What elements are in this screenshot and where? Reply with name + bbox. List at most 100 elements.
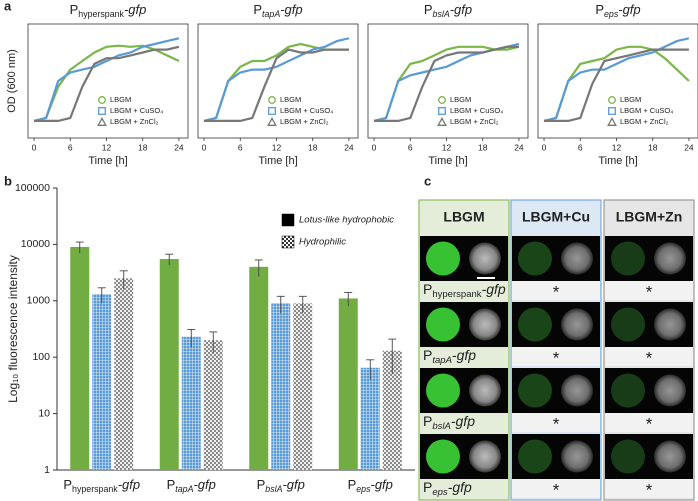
error-bar [97,287,106,304]
legend-label: LBGM [450,95,471,104]
legend-marker [608,107,616,115]
label-suffix: -gfp [118,477,140,492]
legend-marker [438,96,446,104]
x-tick-label: 12 [442,142,452,152]
label-subscript: bslA [433,9,450,19]
error-bar [298,295,307,314]
colony-gfp [426,241,460,276]
asterisk: * [553,348,560,367]
legend-swatch [281,235,295,249]
x-tick-label: 12 [612,142,622,152]
error-bar [75,241,84,254]
colony-gfp [611,439,645,474]
legend-label: Hydrophilic [299,237,346,248]
colony-bright [469,374,501,407]
asterisk: * [553,480,560,499]
x-tick-label: 6 [238,142,243,152]
x-tick-label: 18 [478,142,488,152]
legend-marker [268,96,276,104]
colony-gfp [426,373,460,408]
x-tick-label: 0 [372,142,377,152]
x-tick-label: 12 [102,142,112,152]
row-label: Phyperspank-gfp [423,281,506,300]
label-suffix: -gfp [451,413,475,429]
x-tick-label: 6 [578,142,583,152]
error-bar [276,295,285,314]
legend-label: LBGM + CuSO₄ [450,106,503,115]
label-subscript: eps [432,487,448,498]
x-tick-label: PtapA-gfp [167,477,216,494]
x-tick-label: 0 [542,142,547,152]
error-bar [209,331,218,353]
label-prefix: P [257,477,266,492]
label-prefix: P [423,479,432,495]
colony-gfp [611,373,645,408]
label-subscript: bslA [432,421,451,432]
plot-frame [367,23,529,139]
bar [293,303,313,470]
asterisk: * [553,414,560,433]
colony-bright [561,440,593,473]
label-subscript: eps [356,484,371,494]
label-strip [420,479,508,498]
x-tick-label: 24 [174,142,184,152]
y-tick-label: 1000 [27,295,51,307]
bar [203,340,223,470]
line-series [374,45,519,122]
label-subscript: tapA [262,9,280,19]
bar [181,336,201,470]
x-tick-label: 6 [68,142,73,152]
label-subscript: hyperspank [432,289,481,300]
column-header: LBGM [443,209,484,225]
legend-label: LBGM + CuSO₄ [110,106,163,115]
label-prefix: P [423,413,432,429]
label-subscript: tapA [432,355,452,366]
x-tick-label: 0 [32,142,37,152]
x-axis-label: Time [h] [428,155,467,167]
label-suffix: -gfp [280,2,302,17]
error-bar [187,329,196,348]
x-tick-label: 6 [408,142,413,152]
x-axis-label: Time [h] [598,155,637,167]
legend-label: LBGM [110,95,131,104]
label-prefix: P [348,477,357,492]
label-strip [605,479,693,498]
legend-label: LBGM [620,95,641,104]
line-series [544,48,689,122]
bar [249,266,269,470]
line-series [34,45,180,122]
x-tick-label: 24 [684,142,694,152]
plot-frame [197,23,359,139]
error-bar [388,338,397,375]
legend-marker [607,117,617,126]
error-bar [366,359,375,380]
column-header: LBGM+Cu [522,209,590,225]
colony-gfp [518,241,552,276]
colony-bright [561,374,593,407]
line-series [203,37,350,122]
x-tick-label: 18 [308,142,318,152]
legend-label: LBGM + ZnCl₂ [110,117,159,126]
y-tick-label: 100 [32,351,50,363]
y-axis-label: Log₁₀ fluorescence intensity [6,255,20,403]
label-suffix: -gfp [452,347,476,363]
x-axis-label: Time [h] [258,155,297,167]
bar [338,298,358,470]
colony-gfp [426,439,460,474]
bar [114,278,134,470]
asterisk: * [646,480,653,499]
legend-marker [98,107,106,115]
colony-bright [469,440,501,473]
label-prefix: P [253,2,262,17]
y-tick-label: 100000 [15,182,50,194]
label-suffix: -gfp [450,2,472,17]
colony-bright [469,242,501,275]
column-header: LBGM+Zn [616,209,683,225]
asterisk: * [553,282,560,301]
label-suffix: -gfp [282,477,304,492]
panel-label: c [424,173,431,188]
legend-marker [98,96,106,104]
line-series [543,37,690,122]
colony-gfp [611,241,645,276]
label-prefix: P [424,2,433,17]
